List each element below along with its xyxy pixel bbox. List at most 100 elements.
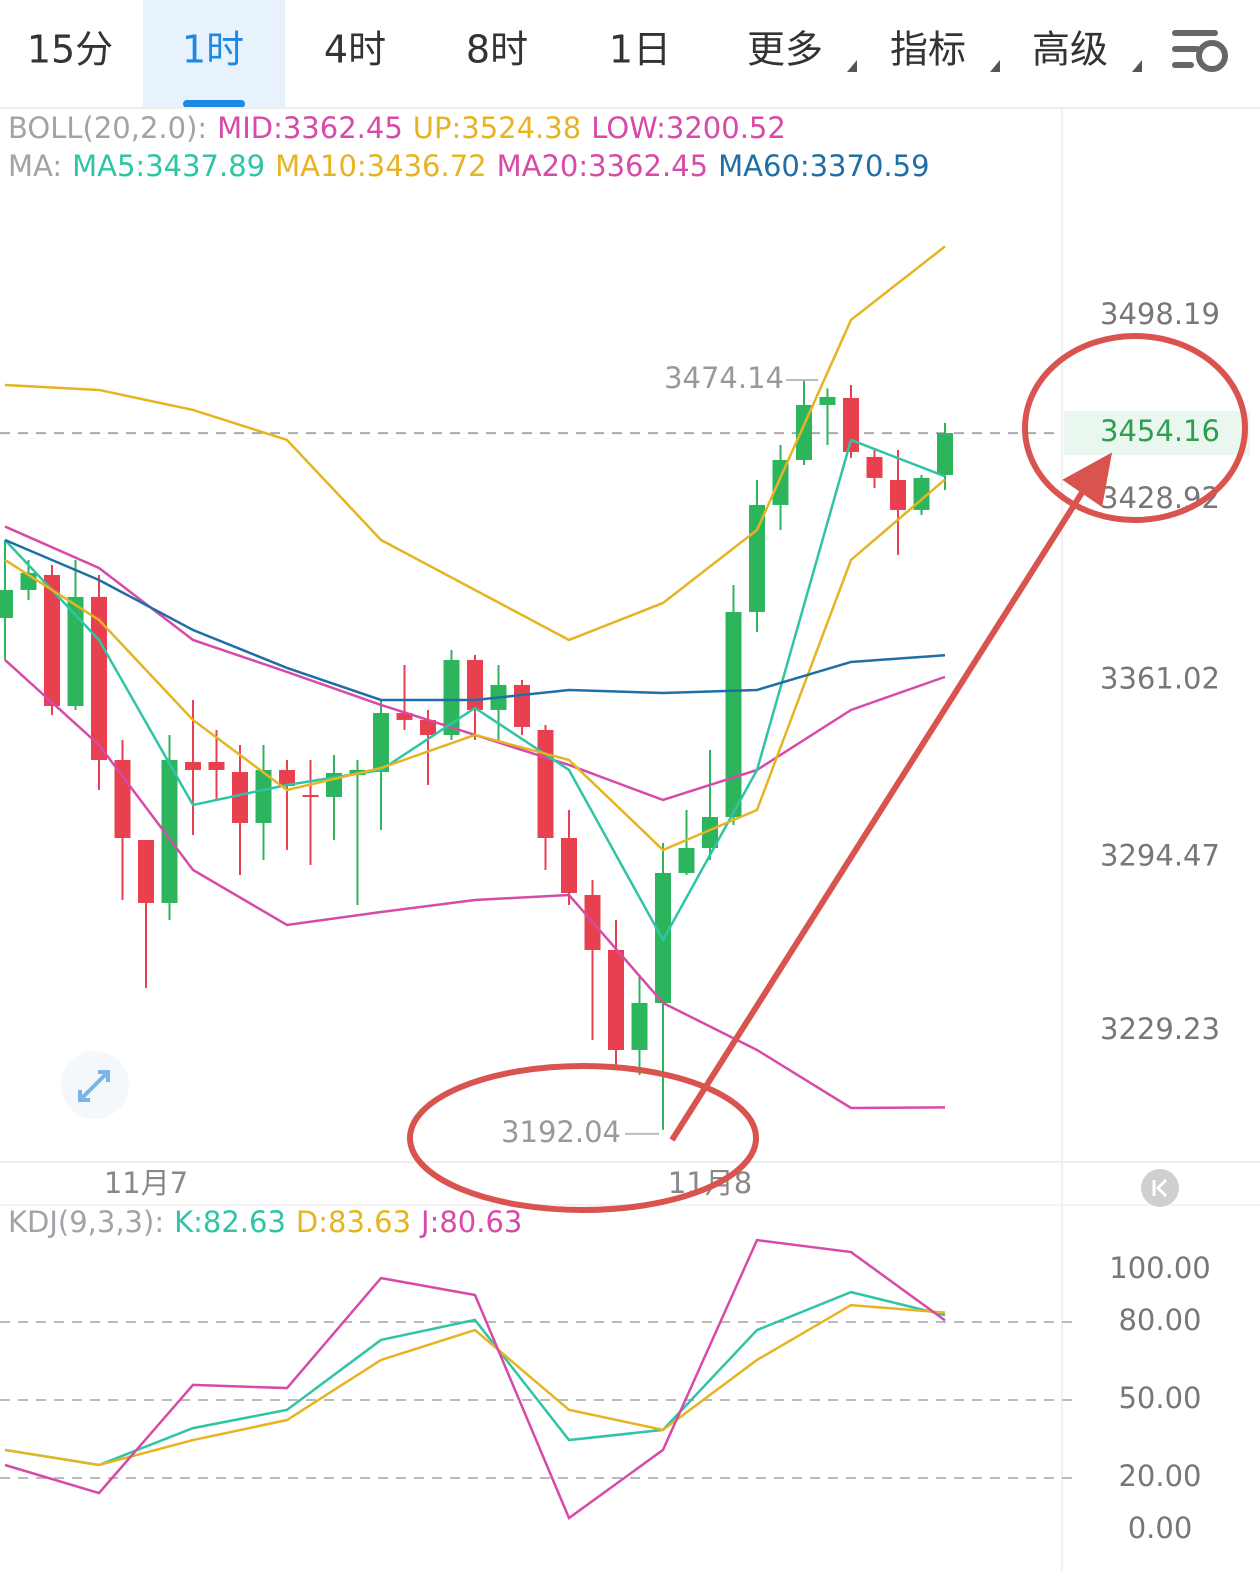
icon-bar [1172, 62, 1194, 68]
tab[interactable]: 指标 [890, 28, 966, 72]
candle-body [937, 433, 953, 475]
icon-gear [1196, 40, 1228, 72]
candle-body [467, 659, 483, 710]
legend-item: MA: [8, 149, 62, 183]
y-tick-label: 3361.02 [1100, 662, 1220, 696]
y-tick-label: 3229.23 [1100, 1012, 1220, 1046]
legend-item: D:83.63 [296, 1205, 411, 1239]
candle-body [185, 761, 201, 770]
candle-body [208, 761, 225, 770]
tab[interactable]: 1时 [182, 28, 244, 72]
indicator-line [4, 1303, 946, 1467]
indicator-line [4, 1290, 946, 1467]
active-tab-underline [183, 100, 245, 108]
candle-body [537, 729, 554, 838]
candle-body [608, 949, 624, 1050]
legend-item: BOLL(20,2.0): [8, 111, 207, 145]
arrow-line [669, 478, 1093, 1142]
indicator-line [4, 478, 946, 852]
candle-body [561, 837, 577, 893]
candle-body [678, 847, 695, 873]
y-tick-label: 100.00 [1109, 1251, 1210, 1285]
expand-button[interactable] [61, 1051, 129, 1119]
y-tick-label: 3294.47 [1100, 839, 1220, 873]
icon-bar [1172, 46, 1200, 52]
tab[interactable]: 15分 [27, 28, 113, 72]
indicator-line [4, 1238, 946, 1520]
candle-body [91, 596, 107, 760]
legend-item: MA20:3362.45 [497, 149, 708, 183]
legend-item: LOW:3200.52 [591, 111, 786, 145]
indicator-line [4, 438, 946, 943]
candle-body [44, 574, 60, 706]
y-tick-label: 3498.19 [1100, 297, 1220, 331]
legend-item: J:80.63 [419, 1205, 522, 1239]
tab[interactable]: 4时 [324, 28, 386, 72]
tab[interactable]: 8时 [466, 28, 528, 72]
arrow-head [1062, 452, 1113, 508]
candle-body [890, 479, 906, 510]
circle-annotation [407, 1063, 759, 1213]
legend-item: UP:3524.38 [413, 111, 581, 145]
candle-body [725, 611, 742, 817]
legend-item: MA60:3370.59 [718, 149, 929, 183]
expand-icon [78, 1070, 110, 1102]
high-annotation: 3474.14 [664, 361, 784, 395]
y-tick-label: 0.00 [1128, 1511, 1193, 1545]
back-icon [1152, 1178, 1168, 1198]
candle-body [514, 684, 530, 727]
candle-body [0, 589, 13, 618]
legend-item: K:82.63 [174, 1205, 286, 1239]
indicator-line [4, 245, 946, 642]
dropdown-caret [1132, 60, 1142, 72]
dropdown-caret [990, 60, 1000, 72]
indicator-legend: KDJ(9,3,3): K:82.63 D:83.63 J:80.63 [8, 1205, 522, 1239]
tab[interactable]: 更多 [747, 28, 823, 72]
indicator-legend: BOLL(20,2.0): MID:3362.45 UP:3524.38 LOW:32… [8, 111, 786, 145]
legend-item: MA5:3437.89 [72, 149, 265, 183]
candle-body [373, 712, 389, 772]
icon-bar [1172, 30, 1218, 36]
candle-body [420, 719, 436, 735]
tab[interactable]: 1日 [609, 28, 671, 72]
candle-body [67, 596, 84, 706]
candle-body [396, 712, 413, 720]
current-price-label: 3454.16 [1100, 414, 1220, 448]
candle-body [749, 504, 765, 612]
indicator-line [4, 659, 946, 1110]
back-button[interactable] [1141, 1169, 1179, 1207]
circle-annotation [1022, 333, 1248, 523]
x-tick-label: 11月7 [104, 1166, 188, 1200]
candle-body [138, 839, 154, 903]
candle-body [843, 397, 859, 452]
indicator-line [4, 538, 946, 702]
candle-body [866, 456, 883, 478]
current-price-bg [1064, 411, 1250, 456]
settings-icon[interactable] [1172, 30, 1228, 72]
candle-body [161, 759, 178, 903]
legend-item: MA10:3436.72 [275, 149, 486, 183]
legend-item: KDJ(9,3,3): [8, 1205, 164, 1239]
candle-body [279, 769, 295, 786]
y-tick-label: 3428.92 [1100, 481, 1220, 515]
legend-item: MID:3362.45 [217, 111, 403, 145]
indicator-legend: MA: MA5:3437.89 MA10:3436.72 MA20:3362.45 MA… [8, 149, 930, 183]
candle-body [443, 659, 460, 735]
y-tick-label: 80.00 [1118, 1303, 1201, 1337]
candle-body [114, 759, 131, 838]
candle-body [631, 1002, 648, 1050]
candle-body [255, 769, 272, 823]
hand-annotations [407, 333, 1248, 1213]
candle-body [302, 794, 319, 797]
dropdown-caret [847, 60, 857, 72]
tab[interactable]: 高级 [1032, 28, 1108, 72]
candle-body [702, 816, 718, 848]
y-tick-label: 20.00 [1118, 1459, 1201, 1493]
active-tab-bg [143, 0, 285, 108]
candle-body [232, 771, 248, 823]
y-tick-label: 50.00 [1118, 1381, 1201, 1415]
candle-body [819, 396, 836, 405]
low-annotation: 3192.04 [501, 1115, 621, 1149]
